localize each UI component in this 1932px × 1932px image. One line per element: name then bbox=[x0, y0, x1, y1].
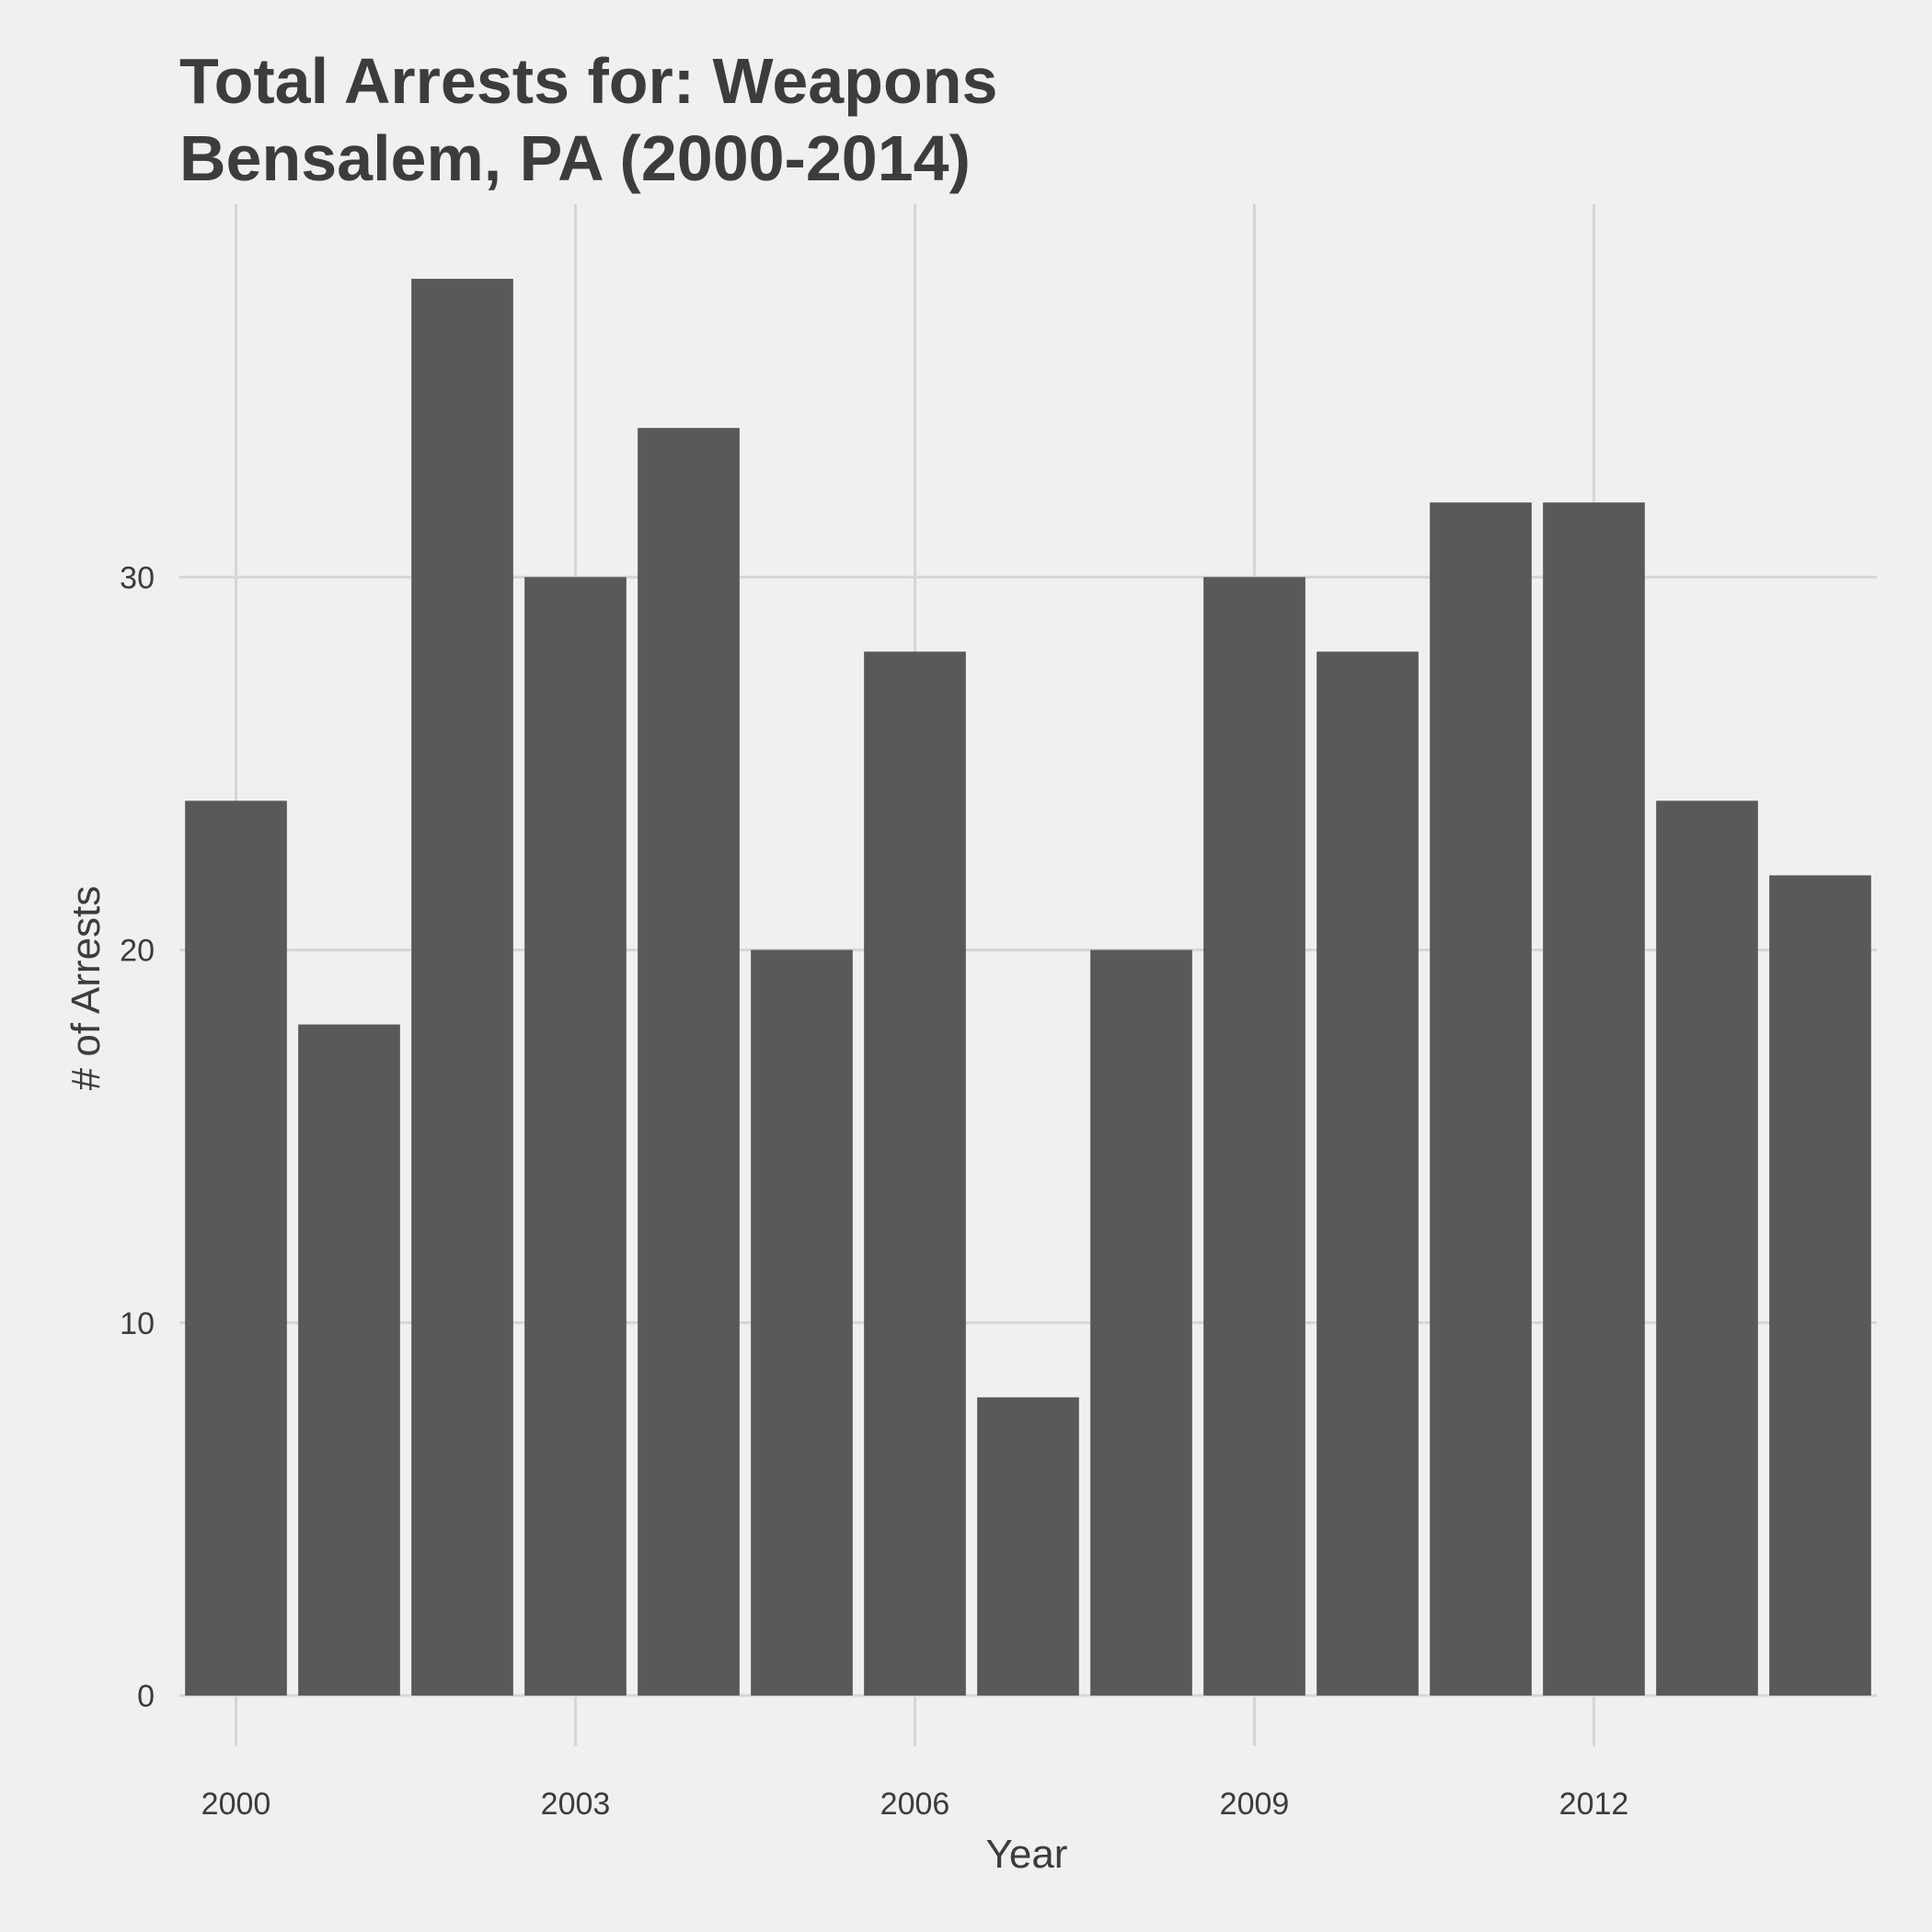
bar-2004 bbox=[638, 428, 740, 1696]
bar-2013 bbox=[1656, 800, 1758, 1696]
bars bbox=[185, 279, 1871, 1696]
x-tick-label: 2012 bbox=[1559, 1787, 1629, 1822]
x-tick-label: 2003 bbox=[541, 1787, 611, 1822]
x-tick-label: 2000 bbox=[201, 1787, 271, 1822]
tick-labels: 0 10 20 30 2000 2003 2006 2009 2012 bbox=[120, 560, 1628, 1822]
bar-2006 bbox=[864, 651, 966, 1696]
y-tick-label: 0 bbox=[137, 1679, 155, 1714]
chart-title: Total Arrests for: Weapons bbox=[179, 45, 997, 117]
bar-2001 bbox=[298, 1024, 400, 1696]
bar-2009 bbox=[1203, 577, 1305, 1696]
bar-2000 bbox=[185, 800, 287, 1696]
x-axis-label: Year bbox=[986, 1832, 1068, 1877]
bar-2014 bbox=[1769, 875, 1871, 1696]
bar-2005 bbox=[751, 949, 853, 1696]
bar-2012 bbox=[1543, 502, 1645, 1696]
bar-2007 bbox=[977, 1397, 1079, 1696]
bar-2011 bbox=[1430, 502, 1532, 1696]
y-axis-label: # of Arrests bbox=[63, 886, 109, 1091]
chart-subtitle: Bensalem, PA (2000-2014) bbox=[179, 122, 971, 194]
bar-2003 bbox=[524, 577, 627, 1696]
x-tick-label: 2009 bbox=[1220, 1787, 1290, 1822]
bar-2008 bbox=[1090, 949, 1192, 1696]
y-tick-label: 30 bbox=[120, 560, 155, 595]
bar-2010 bbox=[1317, 651, 1419, 1696]
y-tick-label: 10 bbox=[120, 1306, 155, 1341]
x-tick-label: 2006 bbox=[880, 1787, 950, 1822]
y-tick-label: 20 bbox=[120, 934, 155, 969]
bar-2002 bbox=[411, 279, 513, 1696]
